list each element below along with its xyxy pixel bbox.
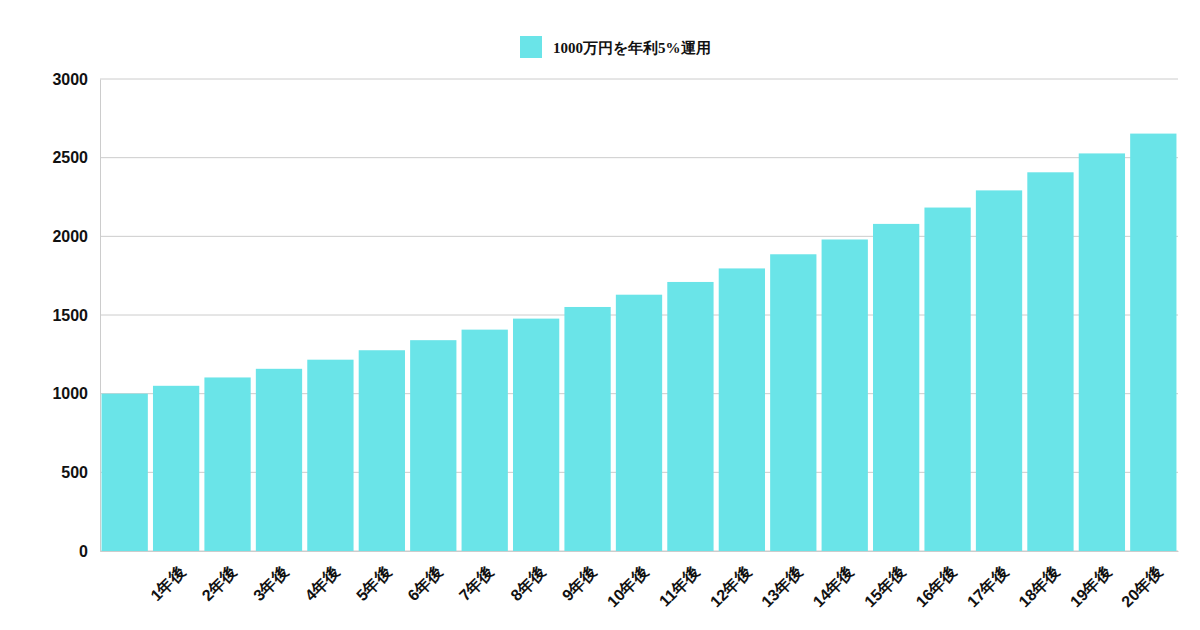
y-tick-label: 3000 [52,71,88,88]
y-tick-label: 2500 [52,149,88,166]
x-tick: 20年後 [1118,551,1165,610]
x-tick: 6年後 [404,551,445,604]
x-tick-label: 19年後 [1067,563,1114,610]
x-tick: 12年後 [707,551,754,610]
x-tick-label: 6年後 [404,563,445,604]
bar [976,190,1022,551]
bar [873,224,919,551]
x-tick: 10年後 [604,551,651,610]
x-tick: 1年後 [147,551,188,604]
x-tick-label: 11年後 [656,563,703,610]
chart: 0 500 1000 1500 2000 2500 3000 1年後 2年後3年後 4年後5年後6… [0,0,1200,630]
legend: 1000万円を年利5%運用 [520,36,711,58]
bar [513,319,559,551]
x-tick: 3年後 [250,551,291,604]
x-tick-label: 9年後 [559,563,600,604]
x-tick: 11年後 [656,551,703,610]
x-tick: 4年後 [302,551,343,604]
y-tick-label: 2000 [52,228,88,245]
x-tick-label: 5年後 [353,563,394,604]
x-tick: 5年後 [353,551,394,604]
bar [359,350,405,551]
x-tick-label: 1年後 [147,563,188,604]
x-tick-label: 2年後 [199,563,240,604]
x-tick-label: 3年後 [250,563,291,604]
x-tick-label: 7年後 [456,563,497,604]
y-tick: 500 [61,464,100,481]
y-tick: 3000 [52,71,100,88]
x-tick: 2年後 [199,551,240,604]
y-tick-label: 0 [79,543,88,560]
bar [307,360,353,551]
y-tick-label: 1500 [52,307,88,324]
legend-swatch [520,36,542,58]
x-tick: 14年後 [810,551,857,610]
x-tick-label: 12年後 [707,563,754,610]
x-axis: 1年後2年後3年後4年後5年後6年後7年後8年後9年後10年後11年後12年後1… [101,551,1179,610]
bar [719,268,765,551]
y-tick: 0 [79,543,100,560]
x-tick: 16年後 [912,551,959,610]
grid-line [100,79,1178,80]
bar [1027,172,1073,551]
bar [410,340,456,551]
bar [564,307,610,551]
plot: 0 500 1000 1500 2000 2500 3000 1年後 2年後3年後 4年後5年後6… [52,71,1178,611]
x-tick: 7年後 [456,551,497,604]
y-tick: 2000 [52,228,100,245]
y-tick: 2500 [52,149,100,166]
bar [770,254,816,551]
x-tick-label: 20年後 [1118,563,1165,610]
y-tick: 1000 [52,385,100,402]
bar [204,377,250,551]
x-tick-label: 16年後 [912,563,959,610]
x-tick: 19年後 [1067,551,1114,610]
bar [822,239,868,551]
grid-line [100,157,1178,158]
x-tick-label: 13年後 [758,563,805,610]
x-tick-label: 18年後 [1015,563,1062,610]
bars [102,134,1177,551]
y-axis-line [100,80,101,552]
y-tick-label: 500 [61,464,88,481]
legend-item: 1000万円を年利5%運用 [520,36,711,58]
y-tick-label: 1000 [52,385,88,402]
x-tick-label: 14年後 [810,563,857,610]
x-tick: 8年後 [507,551,548,604]
x-tick: 18年後 [1015,551,1062,610]
x-tick: 17年後 [964,551,1011,610]
bar [616,295,662,551]
x-tick: 15年後 [861,551,908,610]
bar [667,282,713,551]
bar [1130,134,1176,551]
bar [462,330,508,551]
bar [102,394,148,551]
x-tick-label: 4年後 [302,563,343,604]
x-axis-line [101,551,1179,552]
bar [1079,153,1125,551]
x-tick-label: 8年後 [507,563,548,604]
x-tick: 9年後 [559,551,600,604]
bar [256,369,302,551]
x-tick-label: 10年後 [604,563,651,610]
grid [100,79,1178,551]
x-tick-label: 15年後 [861,563,908,610]
bar [924,208,970,551]
legend-label: 1000万円を年利5%運用 [553,40,711,56]
y-tick: 1500 [52,307,100,324]
bar [153,386,199,551]
x-tick: 13年後 [758,551,805,610]
y-axis: 0 500 1000 1500 2000 2500 3000 [52,71,100,560]
x-tick-label: 17年後 [964,563,1011,610]
